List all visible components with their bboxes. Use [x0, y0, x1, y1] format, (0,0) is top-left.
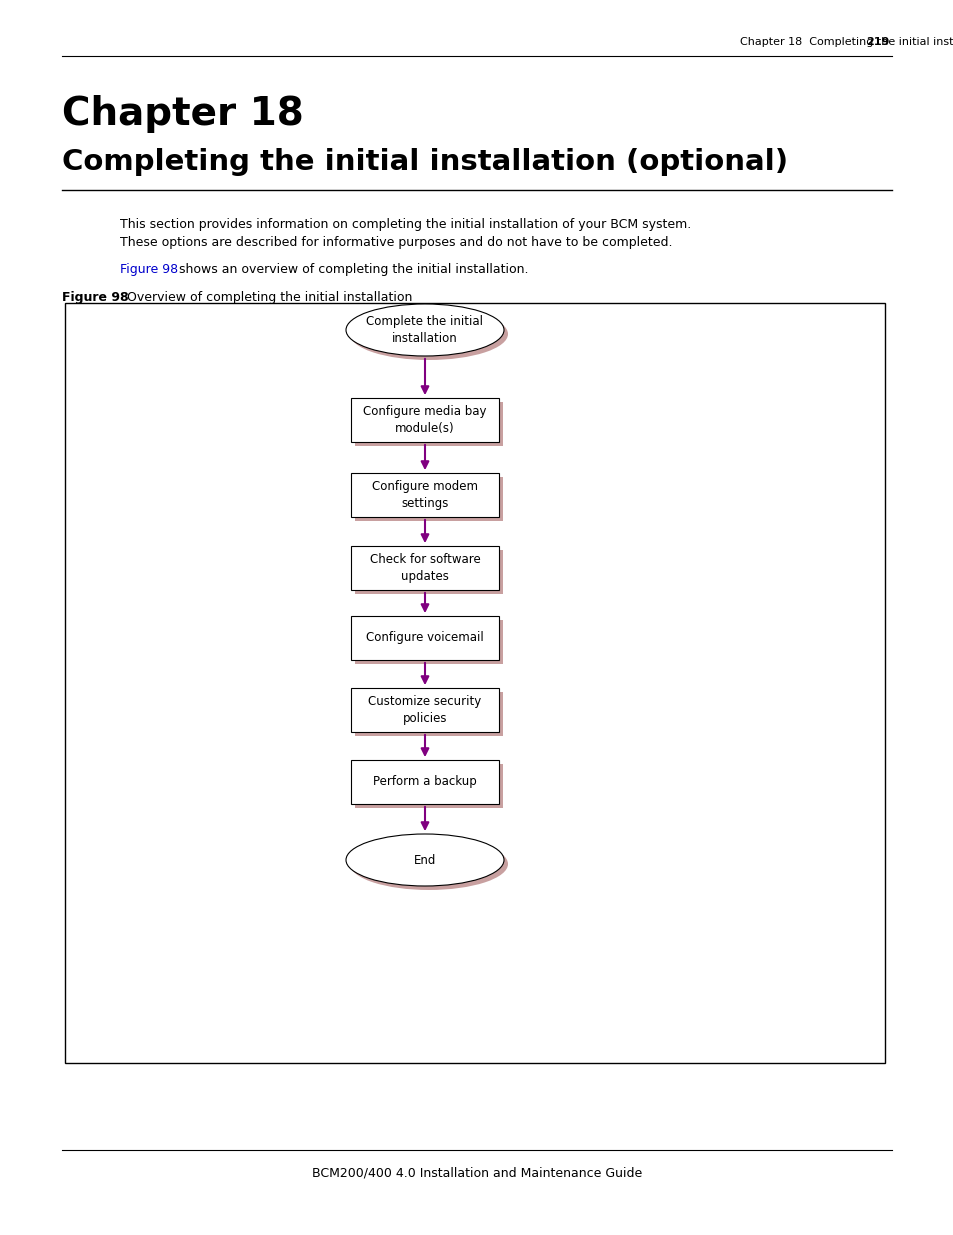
- Bar: [351, 688, 498, 732]
- Text: Complete the initial
installation: Complete the initial installation: [366, 315, 483, 345]
- Ellipse shape: [350, 308, 507, 359]
- Text: Chapter 18: Chapter 18: [62, 95, 303, 133]
- Text: These options are described for informative purposes and do not have to be compl: These options are described for informat…: [120, 236, 672, 249]
- Text: BCM200/400 4.0 Installation and Maintenance Guide: BCM200/400 4.0 Installation and Maintena…: [312, 1167, 641, 1179]
- Ellipse shape: [350, 839, 507, 890]
- Bar: [355, 620, 502, 664]
- Text: Overview of completing the initial installation: Overview of completing the initial insta…: [115, 291, 412, 304]
- Bar: [355, 764, 502, 808]
- Text: Configure modem
settings: Configure modem settings: [372, 480, 477, 510]
- Text: Configure media bay
module(s): Configure media bay module(s): [363, 405, 486, 435]
- Bar: [355, 550, 502, 594]
- Text: Chapter 18  Completing the initial installation (optional): Chapter 18 Completing the initial instal…: [740, 37, 953, 47]
- Bar: [351, 546, 498, 590]
- Text: shows an overview of completing the initial installation.: shows an overview of completing the init…: [174, 263, 528, 275]
- Text: 219: 219: [865, 37, 889, 47]
- Text: Figure 98: Figure 98: [120, 263, 178, 275]
- Text: Perform a backup: Perform a backup: [373, 776, 476, 788]
- Text: Configure voicemail: Configure voicemail: [366, 631, 483, 645]
- Text: Completing the initial installation (optional): Completing the initial installation (opt…: [62, 148, 787, 177]
- Text: Check for software
updates: Check for software updates: [369, 553, 480, 583]
- Text: End: End: [414, 853, 436, 867]
- Bar: [355, 403, 502, 446]
- Bar: [355, 692, 502, 736]
- Bar: [351, 473, 498, 517]
- Bar: [65, 303, 884, 1063]
- Bar: [351, 616, 498, 659]
- Bar: [351, 760, 498, 804]
- Bar: [351, 398, 498, 442]
- Text: Customize security
policies: Customize security policies: [368, 695, 481, 725]
- Text: This section provides information on completing the initial installation of your: This section provides information on com…: [120, 219, 691, 231]
- Ellipse shape: [346, 304, 503, 356]
- Bar: [355, 477, 502, 521]
- Ellipse shape: [346, 834, 503, 885]
- Text: Figure 98: Figure 98: [62, 291, 129, 304]
